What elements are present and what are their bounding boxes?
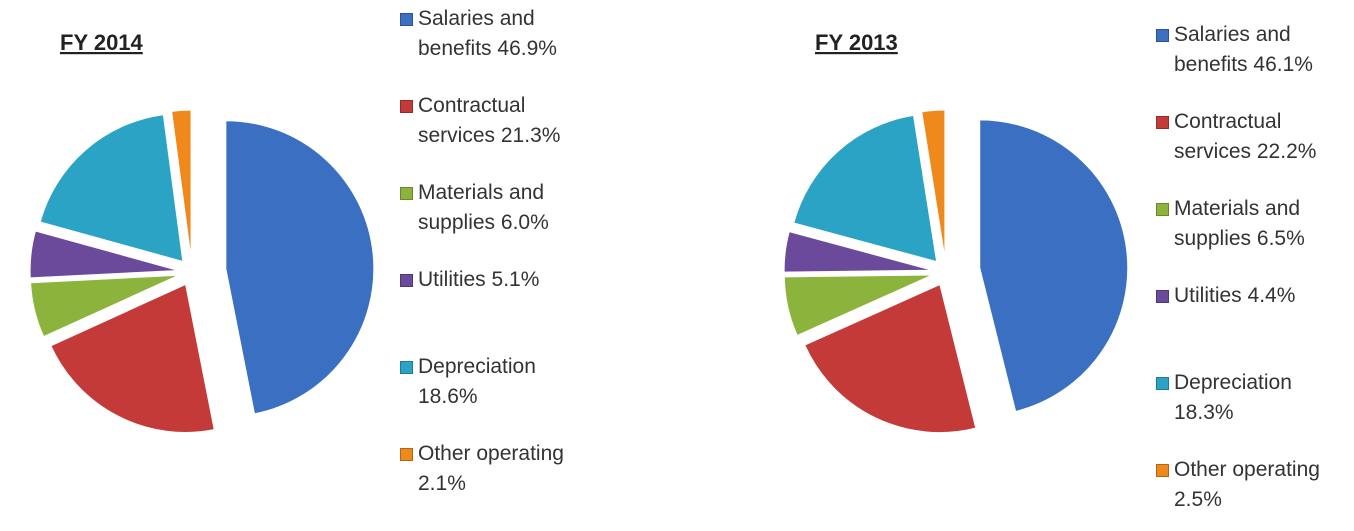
legend-value: 5.1% xyxy=(491,268,540,291)
legend-label: Materials and supplies xyxy=(418,181,545,234)
legend-swatch xyxy=(1156,290,1169,303)
legend-label: Utilities xyxy=(418,268,486,291)
legend-value: 6.5% xyxy=(1256,227,1305,250)
legend-swatch xyxy=(1156,464,1169,477)
pie-slice xyxy=(50,283,215,433)
legend-label: Salaries and benefits xyxy=(1174,23,1291,76)
pie-slice xyxy=(171,109,192,259)
legend-value: 18.6% xyxy=(418,385,478,408)
legend-swatch xyxy=(400,100,413,113)
legend-item: Salaries and benefits 46.9% xyxy=(396,4,571,64)
legend-value: 2.5% xyxy=(1174,488,1222,511)
legend-label: Salaries and benefits xyxy=(418,7,535,60)
legend-label: Other operating xyxy=(1174,458,1320,481)
legend-label: Contractual services xyxy=(418,94,526,147)
legend-swatch xyxy=(400,13,413,26)
chart-title: FY 2013 xyxy=(815,30,898,55)
legend-item: Contractual services 22.2% xyxy=(1152,107,1327,167)
pie-slice xyxy=(921,109,946,259)
legend-item: Materials and supplies 6.0% xyxy=(396,178,571,238)
legend-item: Depreciation 18.3% xyxy=(1152,368,1327,428)
legend-swatch xyxy=(1156,377,1169,390)
pie-slice xyxy=(793,114,938,263)
legend-item: Other operating 2.1% xyxy=(396,439,571,499)
legend-label: Other operating xyxy=(418,442,564,465)
legend-item: Utilities 5.1% xyxy=(396,265,571,295)
legend-label: Contractual services xyxy=(1174,110,1282,163)
legend-label: Depreciation xyxy=(418,355,536,378)
legend-value: 21.3% xyxy=(500,124,561,147)
pie-slice xyxy=(29,230,179,279)
legend-swatch xyxy=(400,361,413,374)
legend-swatch xyxy=(1156,116,1169,129)
pie-slice xyxy=(39,114,184,263)
legend-label: Materials and supplies xyxy=(1174,197,1301,250)
legend-item: Other operating 2.5% xyxy=(1152,455,1327,515)
pie-slice xyxy=(979,119,1129,413)
pie-slice xyxy=(783,231,933,273)
legend-value: 4.4% xyxy=(1247,284,1296,307)
pie-slice xyxy=(804,283,977,434)
legend-swatch xyxy=(400,274,413,287)
legend-value: 46.1% xyxy=(1253,53,1313,76)
legend-item: Utilities 4.4% xyxy=(1152,281,1327,311)
legend-value: 46.9% xyxy=(497,37,557,60)
legend-value: 18.3% xyxy=(1174,401,1234,424)
pie-slice xyxy=(783,274,933,337)
legend-swatch xyxy=(400,187,413,200)
legend-item: Salaries and benefits 46.1% xyxy=(1152,20,1327,80)
legend-value: 22.2% xyxy=(1256,140,1317,163)
legend-swatch xyxy=(400,448,413,461)
pie-slice xyxy=(225,120,375,415)
pie-slice xyxy=(30,274,179,338)
legend-swatch xyxy=(1156,29,1169,42)
chart-title: FY 2014 xyxy=(60,30,144,55)
legend-label: Depreciation xyxy=(1174,371,1292,394)
legend-value: 6.0% xyxy=(500,211,549,234)
legend-swatch xyxy=(1156,203,1169,216)
legend-value: 2.1% xyxy=(418,472,466,495)
legend-label: Utilities xyxy=(1174,284,1242,307)
legend-item: Contractual services 21.3% xyxy=(396,91,571,151)
legend-item: Materials and supplies 6.5% xyxy=(1152,194,1327,254)
legend-item: Depreciation 18.6% xyxy=(396,352,571,412)
